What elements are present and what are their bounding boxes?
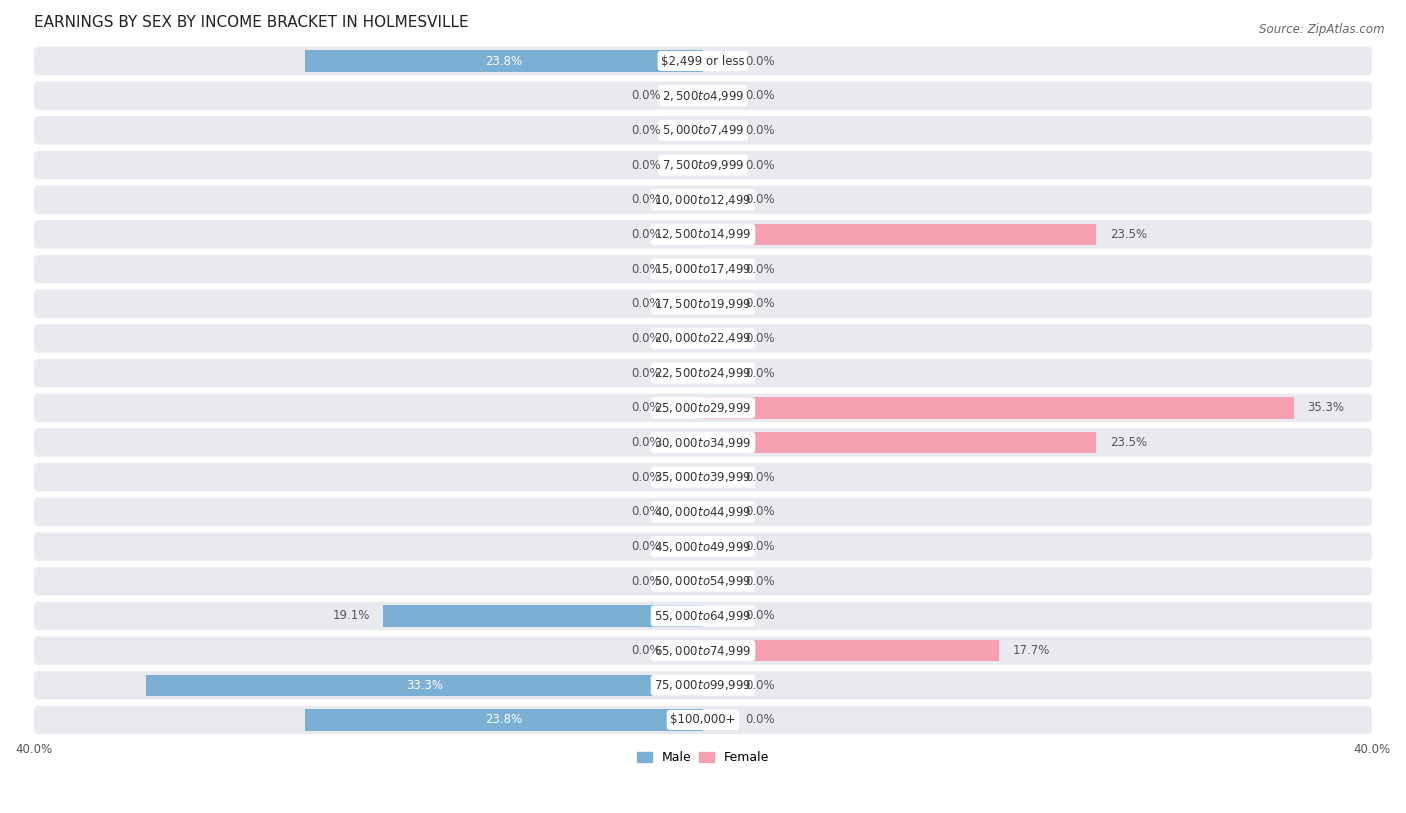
Text: 0.0%: 0.0% bbox=[631, 402, 661, 415]
Text: 0.0%: 0.0% bbox=[631, 228, 661, 241]
Text: $55,000 to $64,999: $55,000 to $64,999 bbox=[654, 609, 752, 623]
Text: $10,000 to $12,499: $10,000 to $12,499 bbox=[654, 193, 752, 207]
Text: 0.0%: 0.0% bbox=[745, 610, 775, 623]
Text: 0.0%: 0.0% bbox=[745, 714, 775, 727]
Text: $7,500 to $9,999: $7,500 to $9,999 bbox=[662, 158, 744, 172]
FancyBboxPatch shape bbox=[34, 359, 1372, 387]
Text: $100,000+: $100,000+ bbox=[671, 714, 735, 727]
Text: 0.0%: 0.0% bbox=[631, 332, 661, 345]
Text: 0.0%: 0.0% bbox=[745, 367, 775, 380]
Text: 0.0%: 0.0% bbox=[631, 540, 661, 553]
FancyBboxPatch shape bbox=[34, 116, 1372, 145]
Text: $45,000 to $49,999: $45,000 to $49,999 bbox=[654, 540, 752, 554]
Text: 0.0%: 0.0% bbox=[631, 89, 661, 102]
Text: $12,500 to $14,999: $12,500 to $14,999 bbox=[654, 228, 752, 241]
Text: $50,000 to $54,999: $50,000 to $54,999 bbox=[654, 574, 752, 589]
FancyBboxPatch shape bbox=[34, 220, 1372, 249]
FancyBboxPatch shape bbox=[34, 428, 1372, 457]
Text: $75,000 to $99,999: $75,000 to $99,999 bbox=[654, 678, 752, 693]
Text: 0.0%: 0.0% bbox=[631, 298, 661, 311]
Text: $17,500 to $19,999: $17,500 to $19,999 bbox=[654, 297, 752, 311]
Bar bbox=[703, 640, 1000, 661]
Text: 0.0%: 0.0% bbox=[631, 367, 661, 380]
Text: $20,000 to $22,499: $20,000 to $22,499 bbox=[654, 332, 752, 346]
Bar bbox=[703, 397, 1294, 419]
Text: 0.0%: 0.0% bbox=[745, 193, 775, 207]
Text: $15,000 to $17,499: $15,000 to $17,499 bbox=[654, 262, 752, 276]
Text: 0.0%: 0.0% bbox=[745, 679, 775, 692]
Text: 35.3%: 35.3% bbox=[1308, 402, 1344, 415]
Text: $35,000 to $39,999: $35,000 to $39,999 bbox=[654, 470, 752, 485]
Text: 0.0%: 0.0% bbox=[745, 298, 775, 311]
FancyBboxPatch shape bbox=[34, 602, 1372, 630]
Text: $2,499 or less: $2,499 or less bbox=[661, 54, 745, 67]
Text: 0.0%: 0.0% bbox=[631, 575, 661, 588]
FancyBboxPatch shape bbox=[34, 533, 1372, 561]
Text: 0.0%: 0.0% bbox=[631, 263, 661, 276]
Text: 0.0%: 0.0% bbox=[745, 159, 775, 172]
Text: 23.5%: 23.5% bbox=[1109, 228, 1147, 241]
Text: 0.0%: 0.0% bbox=[631, 506, 661, 519]
Text: EARNINGS BY SEX BY INCOME BRACKET IN HOLMESVILLE: EARNINGS BY SEX BY INCOME BRACKET IN HOL… bbox=[34, 15, 468, 30]
Bar bbox=[305, 50, 703, 72]
FancyBboxPatch shape bbox=[34, 671, 1372, 699]
Text: 0.0%: 0.0% bbox=[631, 124, 661, 137]
Text: $65,000 to $74,999: $65,000 to $74,999 bbox=[654, 644, 752, 658]
Bar bbox=[146, 675, 703, 696]
Bar bbox=[703, 224, 1097, 246]
Text: $40,000 to $44,999: $40,000 to $44,999 bbox=[654, 505, 752, 519]
Text: 23.8%: 23.8% bbox=[485, 714, 523, 727]
Bar bbox=[384, 605, 703, 627]
FancyBboxPatch shape bbox=[34, 324, 1372, 353]
Text: $30,000 to $34,999: $30,000 to $34,999 bbox=[654, 436, 752, 450]
FancyBboxPatch shape bbox=[34, 567, 1372, 595]
Bar bbox=[703, 432, 1097, 454]
FancyBboxPatch shape bbox=[34, 289, 1372, 318]
Text: 0.0%: 0.0% bbox=[745, 471, 775, 484]
FancyBboxPatch shape bbox=[34, 463, 1372, 491]
Text: $5,000 to $7,499: $5,000 to $7,499 bbox=[662, 124, 744, 137]
Text: 0.0%: 0.0% bbox=[745, 124, 775, 137]
FancyBboxPatch shape bbox=[34, 81, 1372, 110]
Bar bbox=[305, 709, 703, 731]
Text: 0.0%: 0.0% bbox=[745, 54, 775, 67]
Text: Source: ZipAtlas.com: Source: ZipAtlas.com bbox=[1260, 23, 1385, 36]
Text: 0.0%: 0.0% bbox=[631, 159, 661, 172]
Text: 33.3%: 33.3% bbox=[406, 679, 443, 692]
Text: 0.0%: 0.0% bbox=[745, 332, 775, 345]
FancyBboxPatch shape bbox=[34, 47, 1372, 76]
Text: 0.0%: 0.0% bbox=[745, 263, 775, 276]
Text: $2,500 to $4,999: $2,500 to $4,999 bbox=[662, 89, 744, 102]
Text: 0.0%: 0.0% bbox=[631, 644, 661, 657]
Text: $22,500 to $24,999: $22,500 to $24,999 bbox=[654, 366, 752, 380]
FancyBboxPatch shape bbox=[34, 498, 1372, 526]
Text: 0.0%: 0.0% bbox=[745, 89, 775, 102]
Text: 0.0%: 0.0% bbox=[631, 436, 661, 449]
Text: 0.0%: 0.0% bbox=[745, 575, 775, 588]
FancyBboxPatch shape bbox=[34, 255, 1372, 283]
Legend: Male, Female: Male, Female bbox=[631, 746, 775, 769]
Text: 0.0%: 0.0% bbox=[745, 506, 775, 519]
Text: 23.8%: 23.8% bbox=[485, 54, 523, 67]
Text: 19.1%: 19.1% bbox=[333, 610, 370, 623]
Text: 0.0%: 0.0% bbox=[631, 471, 661, 484]
Text: 17.7%: 17.7% bbox=[1012, 644, 1050, 657]
FancyBboxPatch shape bbox=[34, 393, 1372, 422]
Text: $25,000 to $29,999: $25,000 to $29,999 bbox=[654, 401, 752, 415]
FancyBboxPatch shape bbox=[34, 151, 1372, 180]
Text: 0.0%: 0.0% bbox=[631, 193, 661, 207]
FancyBboxPatch shape bbox=[34, 706, 1372, 734]
FancyBboxPatch shape bbox=[34, 637, 1372, 665]
FancyBboxPatch shape bbox=[34, 185, 1372, 214]
Text: 0.0%: 0.0% bbox=[745, 540, 775, 553]
Text: 23.5%: 23.5% bbox=[1109, 436, 1147, 449]
